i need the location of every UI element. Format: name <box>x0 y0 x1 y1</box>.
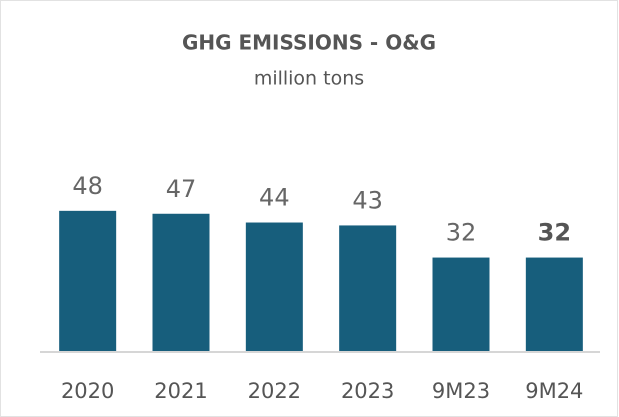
x-tick-label: 9M24 <box>525 379 583 403</box>
bar <box>59 210 117 351</box>
value-label: 44 <box>259 184 290 212</box>
bar <box>152 213 210 351</box>
chart-title: GHG EMISSIONS - O&G <box>182 31 436 55</box>
x-tick-label: 2023 <box>341 379 394 403</box>
bar <box>339 225 397 351</box>
value-label: 43 <box>352 186 383 214</box>
x-tick-label: 2020 <box>61 379 114 403</box>
chart-subtitle: million tons <box>254 68 364 90</box>
x-tick-label: 2021 <box>154 379 207 403</box>
x-tick-label: 9M23 <box>432 379 490 403</box>
value-label: 48 <box>72 172 103 200</box>
bar <box>525 257 583 351</box>
value-label: 32 <box>446 219 477 247</box>
x-tick-label: 2022 <box>248 379 301 403</box>
value-label: 32 <box>538 219 571 247</box>
bar <box>432 257 490 351</box>
value-label: 47 <box>166 175 197 203</box>
bar <box>245 222 303 351</box>
